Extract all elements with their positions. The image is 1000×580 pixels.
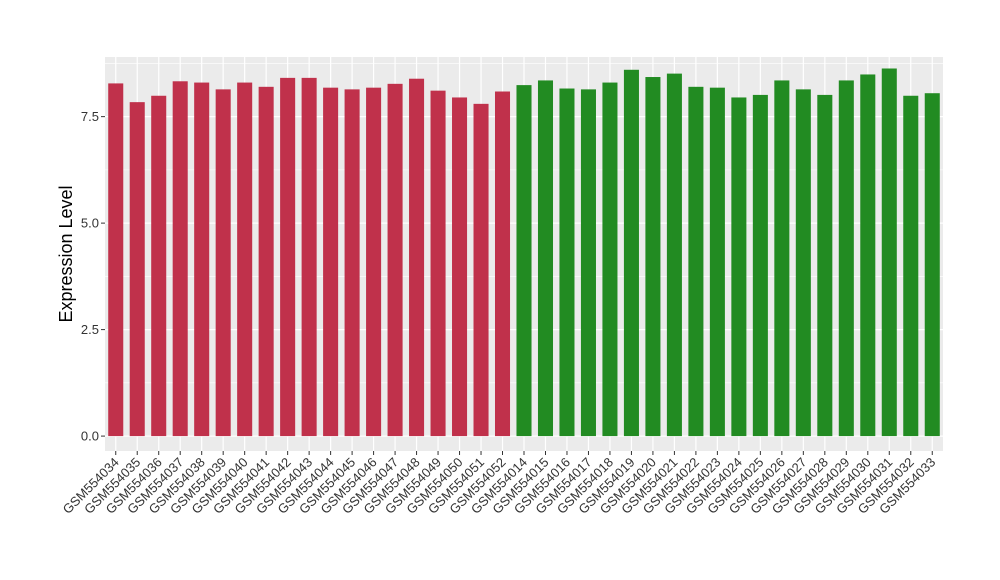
bar-GSM554022 — [688, 86, 704, 437]
y-tick-label: 7.5 — [81, 109, 99, 124]
bar-GSM554039 — [215, 89, 231, 437]
y-axis: 0.0 2.5 5.0 7.5 — [81, 109, 105, 444]
bar-GSM554050 — [452, 97, 468, 437]
bar-GSM554045 — [344, 89, 360, 437]
bar-GSM554021 — [666, 73, 682, 437]
bar-GSM554026 — [774, 80, 790, 437]
bar-GSM554038 — [194, 82, 210, 437]
bar-GSM554041 — [258, 86, 274, 437]
bar-GSM554044 — [323, 87, 339, 437]
bar-GSM554040 — [237, 82, 253, 437]
bar-GSM554020 — [645, 77, 661, 437]
bar-GSM554052 — [494, 91, 511, 437]
bar-GSM554016 — [559, 88, 575, 437]
bar-GSM554046 — [366, 87, 382, 437]
bar-GSM554032 — [903, 95, 919, 437]
bar-GSM554015 — [537, 80, 554, 437]
bar-GSM554042 — [280, 77, 296, 437]
y-tick-label: 2.5 — [81, 322, 99, 337]
y-tick-label: 0.0 — [81, 429, 99, 444]
bar-GSM554035 — [129, 102, 145, 437]
bar-GSM554018 — [602, 82, 618, 437]
bar-GSM554027 — [795, 89, 811, 437]
bar-GSM554049 — [430, 90, 446, 437]
bar-GSM554034 — [108, 83, 124, 437]
bar-GSM554033 — [924, 93, 940, 437]
bar-GSM554028 — [817, 94, 833, 437]
bar-GSM554047 — [387, 83, 403, 437]
bar-GSM554043 — [301, 77, 317, 437]
bar-GSM554024 — [731, 97, 747, 437]
bar-GSM554031 — [881, 68, 897, 437]
bar-GSM554037 — [172, 81, 188, 437]
bar-GSM554051 — [473, 103, 489, 437]
bar-GSM554023 — [709, 87, 725, 437]
bar-GSM554019 — [623, 69, 639, 437]
bars — [108, 68, 940, 437]
y-tick-label: 5.0 — [81, 216, 99, 231]
bar-GSM554048 — [409, 78, 425, 437]
bar-GSM554025 — [752, 94, 768, 437]
bar-GSM554029 — [838, 80, 854, 437]
y-axis-title: Expression Level — [56, 185, 76, 322]
x-axis: GSM554034GSM554035GSM554036GSM554037GSM5… — [60, 451, 938, 517]
bar-GSM554017 — [580, 89, 596, 437]
bar-GSM554014 — [516, 85, 532, 437]
bar-GSM554036 — [151, 95, 167, 437]
bar-GSM554030 — [860, 74, 876, 437]
